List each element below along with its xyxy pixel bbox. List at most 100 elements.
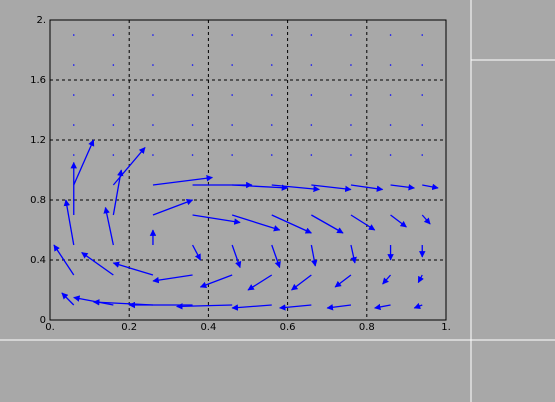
vector-dot <box>389 94 392 96</box>
vector-dot <box>270 34 273 36</box>
vector-dot <box>270 64 273 66</box>
vector-dot <box>112 34 115 36</box>
y-tick-label: 1.6 <box>30 75 46 86</box>
vector-arrow <box>231 244 242 269</box>
vector-dot <box>270 154 273 156</box>
x-tick-label: 0. <box>45 322 55 333</box>
vector-arrow <box>152 175 214 186</box>
vector-dot <box>231 34 233 36</box>
vector-dot <box>421 34 424 36</box>
vector-dot <box>350 64 352 66</box>
vector-dot <box>421 94 424 96</box>
vector-dot <box>191 34 194 36</box>
vector-arrow <box>231 214 281 232</box>
plot-frame <box>49 19 447 321</box>
vector-arrow <box>231 304 272 311</box>
vector-dot <box>350 124 352 126</box>
vector-dot <box>152 154 154 156</box>
vector-dot <box>72 34 75 36</box>
vector-dot <box>72 64 75 66</box>
x-tick-label: 1. <box>441 322 451 333</box>
vector-dot <box>72 154 75 156</box>
vector-dot <box>310 94 313 96</box>
vector-arrow <box>311 184 352 193</box>
vector-arrow <box>390 184 415 191</box>
vector-dot <box>191 124 194 126</box>
vector-arrow <box>81 251 114 276</box>
vector-arrow <box>112 147 146 186</box>
vector-dot <box>270 94 273 96</box>
y-tick-label: 2. <box>36 15 46 26</box>
vector-dot <box>389 154 392 156</box>
vector-dot <box>310 64 313 66</box>
vector-arrow <box>191 244 202 261</box>
vector-dot <box>421 124 424 126</box>
vector-dot <box>310 124 313 126</box>
vector-arrow <box>326 304 352 311</box>
vector-dot <box>112 154 115 156</box>
x-tick-label: 0.8 <box>359 322 375 333</box>
x-tick-label: 0.4 <box>200 322 216 333</box>
y-tick-label: 0.8 <box>30 195 46 206</box>
vector-arrow <box>271 184 320 193</box>
vector-arrow <box>311 214 344 234</box>
vector-arrow <box>63 199 75 246</box>
vector-dot <box>72 94 75 96</box>
vector-dot <box>389 34 392 36</box>
vector-arrow <box>103 206 114 246</box>
vector-arrow <box>73 139 95 186</box>
vector-arrow <box>271 214 312 234</box>
vector-dot <box>112 64 115 66</box>
y-tick-label: 0.4 <box>30 255 46 266</box>
vector-arrow <box>422 183 439 191</box>
vector-dot <box>191 94 194 96</box>
vector-arrow <box>199 274 233 288</box>
vector-dot <box>191 64 194 66</box>
vector-arrow <box>112 261 154 276</box>
y-tick-label: 0 <box>40 315 46 326</box>
vector-arrow <box>53 244 75 276</box>
vector-arrow <box>291 274 312 291</box>
vector-arrow <box>421 214 431 225</box>
vector-arrow <box>390 214 407 228</box>
vector-dot <box>112 124 115 126</box>
vector-dot <box>231 124 233 126</box>
vector-dot <box>389 64 392 66</box>
vector-arrow <box>73 295 114 306</box>
vector-arrow <box>176 303 233 310</box>
vector-dot <box>270 124 273 126</box>
vector-dot <box>350 94 352 96</box>
vector-dot <box>389 124 392 126</box>
plot: 0. 0.2 0.4 0.6 0.8 1. 0 0.4 0.8 1.2 1.6 2. <box>30 15 451 333</box>
vector-dot <box>350 154 352 156</box>
vector-dot <box>231 154 233 156</box>
vector-dot <box>350 34 352 36</box>
x-tick-label: 0.2 <box>121 322 137 333</box>
vector-arrow <box>61 292 75 306</box>
vector-dot <box>231 64 233 66</box>
vector-dot <box>152 34 154 36</box>
vector-arrow <box>247 274 273 291</box>
vector-arrow <box>271 244 281 269</box>
vector-arrow <box>350 244 357 264</box>
vector-dot <box>191 154 194 156</box>
vector-arrow <box>350 184 384 192</box>
vector-dot <box>310 34 313 36</box>
vector-arrow <box>350 214 376 231</box>
vector-arrow <box>152 199 194 216</box>
vector-dot <box>310 154 313 156</box>
vector-arrow <box>232 184 289 191</box>
vector-arrow <box>334 274 352 288</box>
vector-dot <box>231 94 233 96</box>
vector-arrow <box>374 303 391 311</box>
vector-arrow <box>310 244 318 267</box>
x-tick-label: 0.6 <box>280 322 296 333</box>
vector-arrow <box>279 304 312 311</box>
vector-arrow <box>413 302 423 309</box>
vector-arrow <box>417 274 424 284</box>
y-tick-label: 1.2 <box>30 135 46 146</box>
vector-dot <box>152 64 154 66</box>
vector-arrow <box>192 214 241 225</box>
